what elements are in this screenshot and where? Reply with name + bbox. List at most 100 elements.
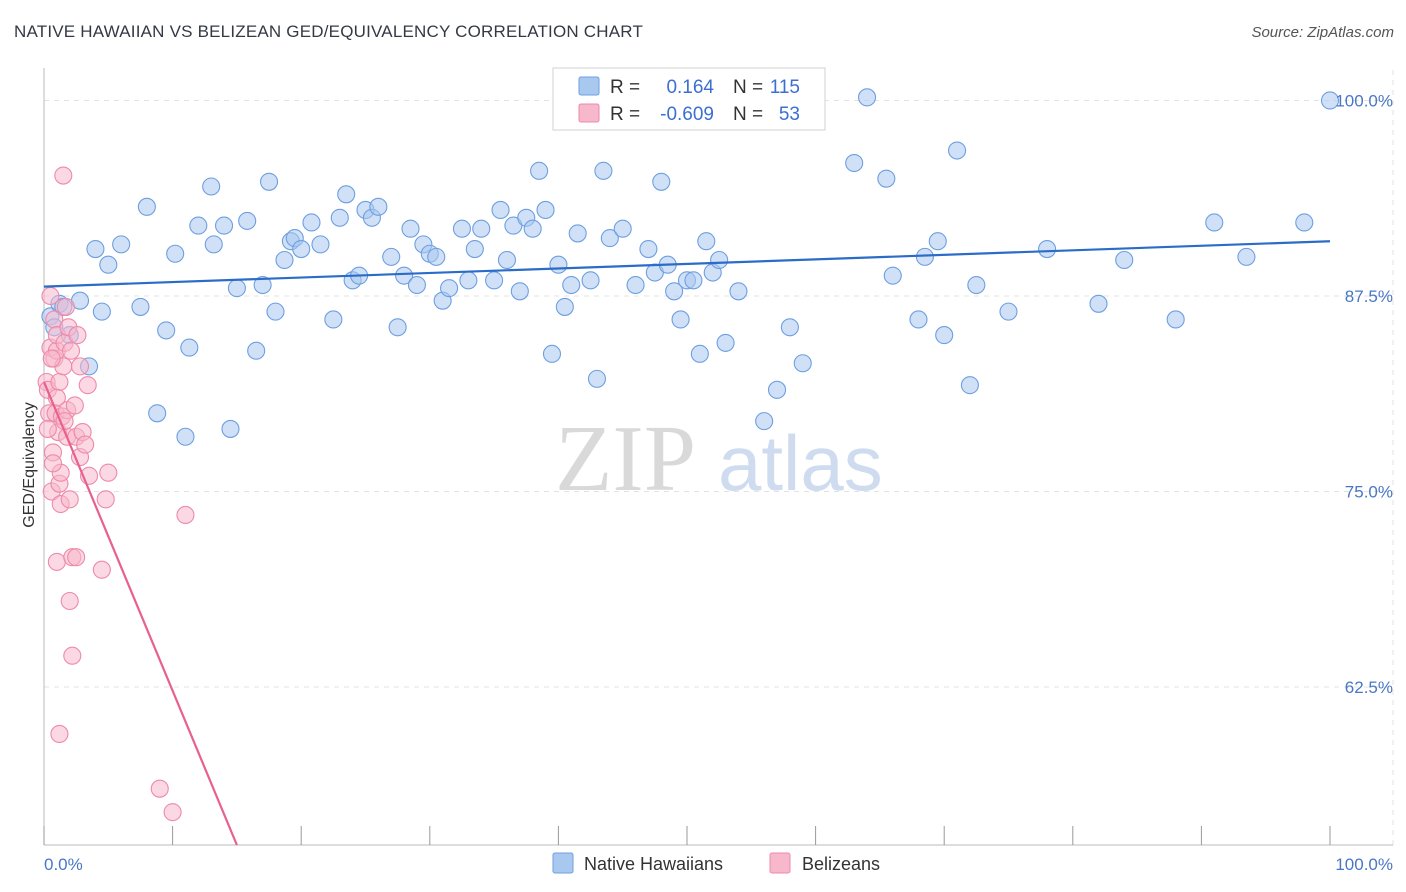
native-hawaiian-point-107 — [1038, 240, 1057, 259]
native-hawaiian-point-26 — [253, 275, 272, 295]
belizean-point-28 — [63, 646, 82, 665]
native-hawaiian-point-50 — [427, 247, 446, 266]
native-hawaiian-point-113 — [1295, 213, 1314, 232]
native-hawaiian-point-112 — [1237, 247, 1256, 266]
native-hawaiian-point-64 — [530, 161, 549, 180]
native-hawaiian-point-33 — [302, 213, 321, 232]
native-hawaiian-point-53 — [452, 219, 472, 238]
x-tick-label-0: 0.0% — [44, 855, 83, 874]
native-hawaiian-point-34 — [311, 235, 330, 254]
native-hawaiian-point-79 — [652, 172, 671, 191]
legend-n-label-1: N = — [733, 77, 763, 98]
belizean-point-38 — [92, 560, 111, 579]
native-hawaiian-point-63 — [523, 219, 542, 238]
native-hawaiian-point-96 — [857, 88, 877, 107]
native-hawaiian-point-88 — [710, 250, 729, 270]
bottom-legend-swatch-pink — [769, 852, 791, 874]
native-hawaiian-point-43 — [382, 247, 401, 266]
trend-lines — [42, 240, 1331, 846]
native-hawaiian-point-22 — [221, 419, 240, 438]
y-tick-label-0: 62.5% — [1345, 678, 1393, 697]
native-hawaiian-point-12 — [137, 197, 156, 216]
native-hawaiian-point-42 — [369, 197, 388, 216]
native-hawaiian-point-105 — [967, 275, 986, 295]
y-axis-label: GED/Equivalency — [21, 402, 38, 527]
native-hawaiian-point-75 — [613, 219, 632, 238]
native-hawaiian-point-86 — [697, 232, 716, 251]
native-hawaiian-point-14 — [157, 321, 176, 340]
native-hawaiian-point-72 — [587, 369, 607, 388]
x-tick-label-1: 100.0% — [1335, 855, 1393, 874]
native-hawaiian-point-66 — [542, 344, 562, 363]
series-legend: Native Hawaiians Belizeans — [552, 852, 880, 874]
native-hawaiian-point-15 — [166, 244, 185, 263]
belizean-point-12 — [47, 552, 66, 571]
native-hawaiian-point-20 — [204, 235, 223, 254]
belizean-point-44 — [43, 454, 63, 473]
bottom-legend-label-2: Belizeans — [802, 854, 880, 874]
chart-title: NATIVE HAWAIIAN VS BELIZEAN GED/EQUIVALE… — [14, 22, 644, 41]
grid-lines — [44, 70, 1394, 845]
y-tick-label-3: 100.0% — [1335, 91, 1393, 110]
native-hawaiian-point-32 — [292, 240, 311, 259]
belizean-point-40 — [150, 779, 169, 798]
series-native-hawaiians — [41, 88, 1340, 446]
native-hawaiian-trend-line — [43, 240, 1331, 288]
native-hawaiian-point-59 — [497, 250, 517, 270]
native-hawaiian-point-85 — [690, 344, 709, 363]
native-hawaiian-point-61 — [510, 282, 529, 301]
native-hawaiian-point-110 — [1166, 310, 1185, 329]
native-hawaiian-point-70 — [568, 224, 587, 243]
belizean-point-47 — [38, 419, 57, 438]
native-hawaiian-point-35 — [324, 310, 343, 329]
native-hawaiian-point-25 — [247, 341, 266, 360]
native-hawaiian-point-108 — [1089, 294, 1108, 313]
native-hawaiian-point-29 — [275, 250, 294, 270]
legend-r-label-2: R = — [610, 104, 640, 125]
native-hawaiian-point-104 — [960, 376, 979, 395]
belizean-point-22 — [56, 297, 75, 316]
y-tick-label-2: 87.5% — [1345, 287, 1393, 306]
belizean-point-34 — [76, 435, 95, 454]
series-belizeans — [37, 166, 195, 822]
native-hawaiian-point-55 — [465, 240, 484, 259]
belizean-point-32 — [70, 357, 90, 376]
belizean-point-35 — [78, 376, 97, 395]
belizean-point-41 — [163, 803, 182, 822]
native-hawaiian-point-17 — [180, 338, 199, 357]
native-hawaiian-point-90 — [729, 282, 748, 301]
native-hawaiian-point-111 — [1205, 213, 1224, 232]
native-hawaiian-point-109 — [1115, 250, 1134, 270]
y-tick-label-1: 75.0% — [1345, 483, 1393, 502]
belizean-point-51 — [42, 349, 61, 368]
native-hawaiian-point-69 — [562, 275, 581, 295]
native-hawaiian-point-24 — [238, 211, 257, 230]
native-hawaiian-point-106 — [999, 302, 1018, 321]
native-hawaiian-point-36 — [330, 208, 349, 227]
native-hawaiian-point-27 — [259, 172, 279, 191]
native-hawaiian-point-89 — [716, 333, 735, 352]
native-hawaiian-point-19 — [202, 177, 221, 196]
watermark: ZIP atlas — [555, 407, 883, 511]
native-hawaiian-point-94 — [793, 354, 812, 373]
native-hawaiian-point-57 — [485, 271, 504, 290]
watermark-zip: ZIP — [555, 407, 696, 511]
native-hawaiian-point-54 — [459, 271, 478, 290]
belizean-point-39 — [99, 463, 118, 482]
native-hawaiian-point-99 — [909, 310, 928, 329]
native-hawaiian-point-77 — [639, 240, 658, 259]
belizean-point-20 — [54, 166, 73, 185]
belizean-point-25 — [60, 490, 79, 509]
native-hawaiian-point-84 — [684, 271, 703, 290]
legend-n-label-2: N = — [733, 104, 763, 125]
native-hawaiian-point-67 — [549, 255, 568, 274]
native-hawaiian-point-82 — [671, 310, 690, 329]
native-hawaiian-point-101 — [928, 232, 947, 251]
native-hawaiian-point-21 — [214, 216, 234, 235]
native-hawaiian-point-23 — [227, 279, 246, 298]
native-hawaiian-point-71 — [581, 271, 600, 290]
native-hawaiian-point-114 — [1320, 91, 1340, 110]
belizean-trend-line — [42, 381, 238, 846]
native-hawaiian-point-93 — [780, 318, 799, 337]
belizean-point-26 — [60, 591, 79, 611]
